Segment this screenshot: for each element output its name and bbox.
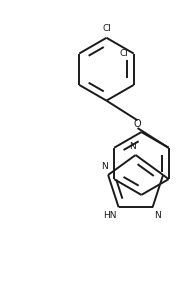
- Text: N: N: [129, 142, 136, 151]
- Text: O: O: [134, 119, 141, 129]
- Text: N: N: [101, 162, 108, 171]
- Text: Cl: Cl: [102, 24, 111, 32]
- Text: Cl: Cl: [120, 49, 128, 58]
- Text: N: N: [154, 211, 161, 220]
- Text: HN: HN: [103, 211, 117, 220]
